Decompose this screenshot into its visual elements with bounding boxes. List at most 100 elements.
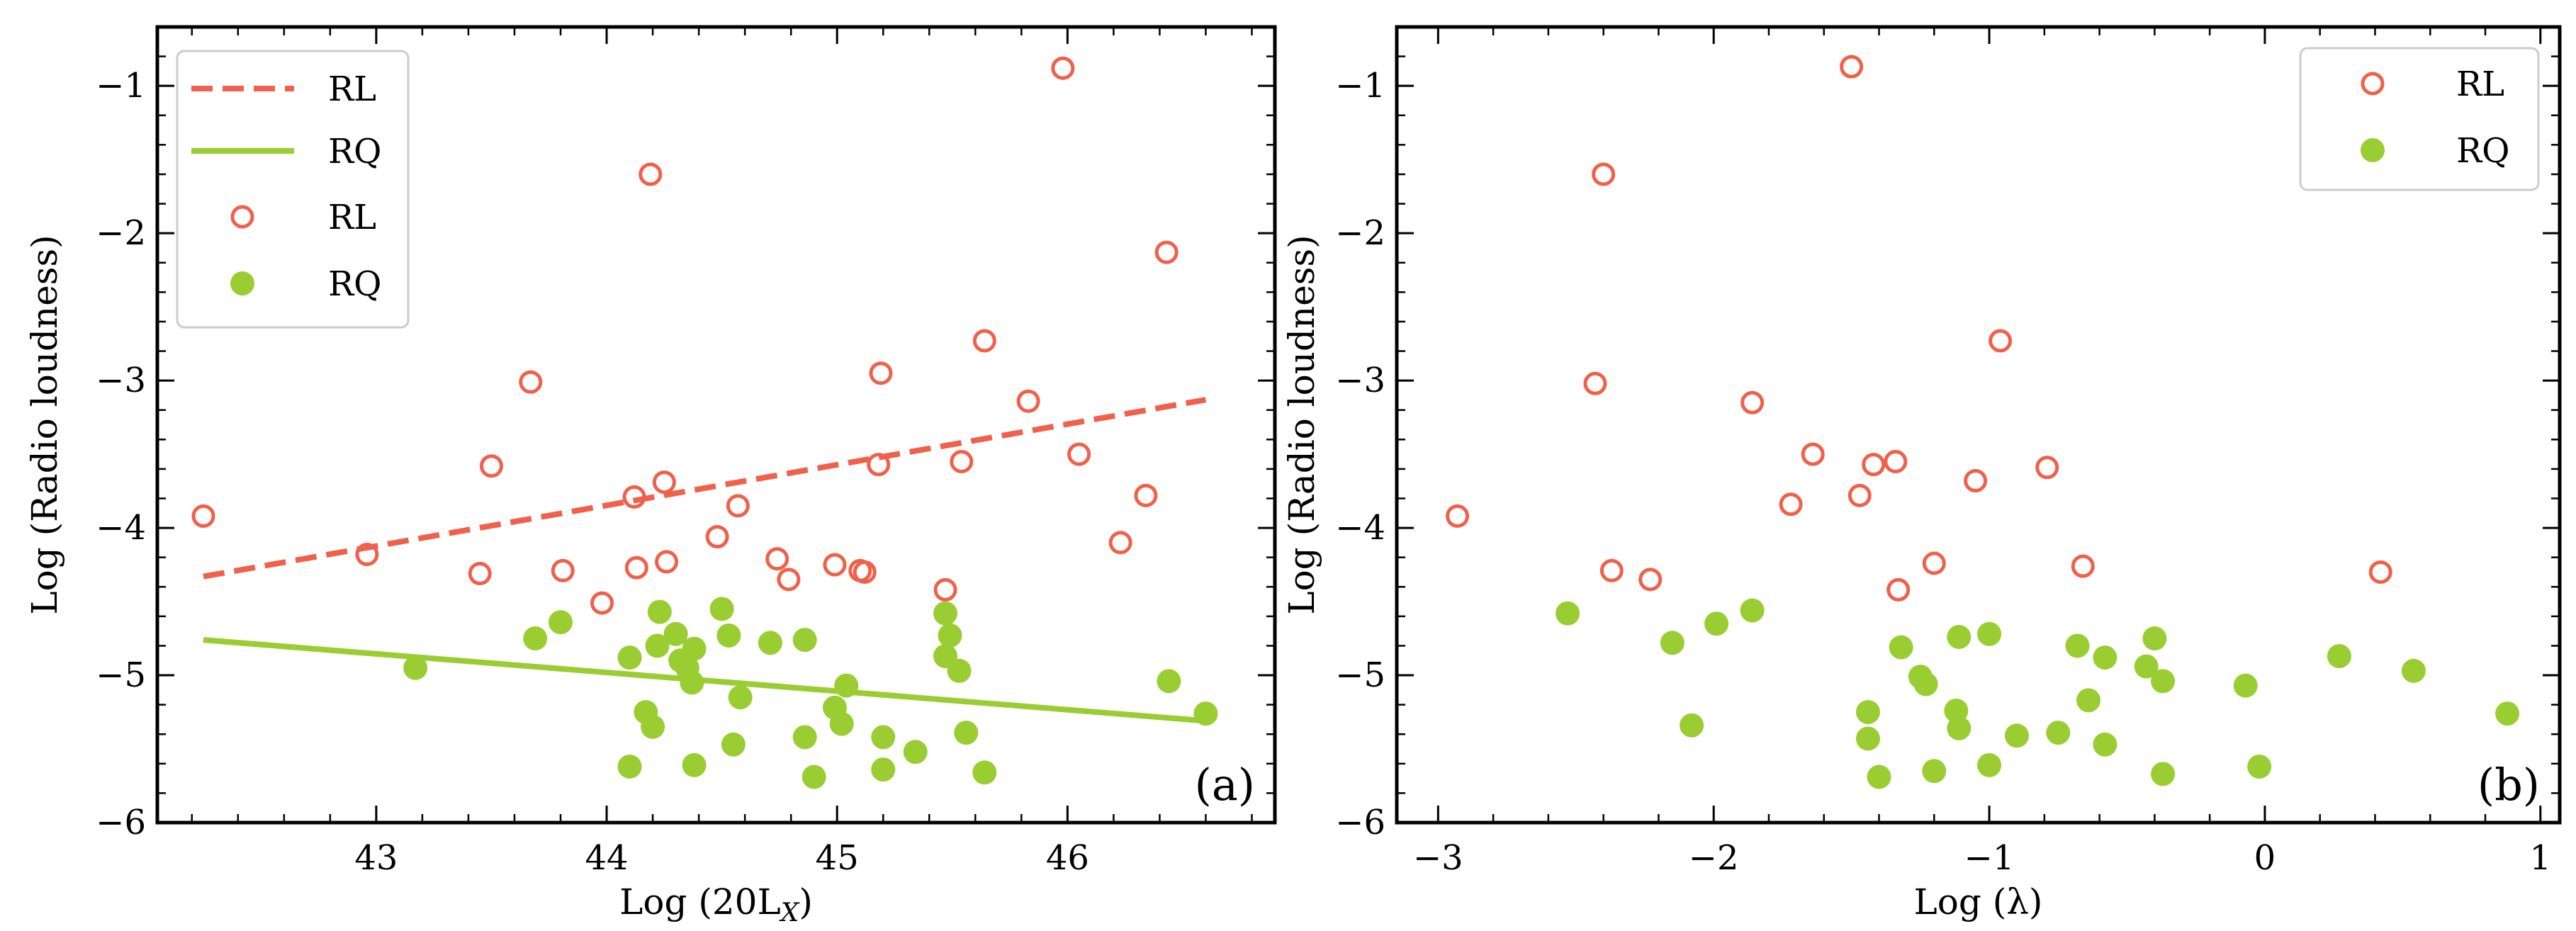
y-tick-label: −5 [96, 655, 146, 695]
rq-point [871, 757, 896, 782]
y-tick-label: −5 [1335, 655, 1385, 695]
x-tick-label: 44 [585, 838, 629, 878]
rl-point [1446, 504, 1470, 528]
y-axis-title: Log (Radio loudness) [24, 235, 65, 614]
rl-point [1154, 240, 1179, 264]
rl-point [479, 454, 503, 478]
rq-point [2151, 669, 2176, 694]
x-axis-title-subscript: X [779, 898, 800, 927]
legend-label: RL [2456, 64, 2504, 104]
rq-point [1947, 716, 1972, 740]
rq-point [954, 721, 979, 745]
rl-point [2368, 560, 2392, 584]
panel-label: (b) [2477, 759, 2540, 811]
rq-point [709, 597, 734, 621]
rl-point [1108, 531, 1132, 555]
rq-point [728, 685, 753, 710]
y-axis-title: Log (Radio loudness) [1281, 235, 1322, 614]
rq-point [871, 725, 896, 750]
rl-point [468, 562, 492, 586]
rq-point [1889, 635, 1913, 660]
rq-point [2327, 644, 2351, 669]
rl-point [639, 162, 663, 186]
rq-point [2134, 654, 2159, 679]
rq-point [523, 626, 548, 651]
rl-point [867, 453, 891, 477]
rq-point [721, 732, 746, 757]
rl-point [823, 553, 847, 577]
rq-point [1944, 698, 1969, 723]
y-tick-label: −4 [1335, 508, 1385, 548]
rq-point [1556, 601, 1580, 626]
x-axis-title: Log (20LX) [619, 881, 813, 927]
rq-point [617, 754, 642, 779]
rq-point [947, 658, 972, 683]
legend-rq-marker [230, 271, 254, 295]
rq-point [645, 633, 670, 658]
rl-point [551, 558, 575, 582]
rl-point [1847, 483, 1872, 507]
rl-fit-line [203, 397, 1207, 580]
rl-point [950, 449, 974, 473]
rq-point [1855, 700, 1880, 725]
rq-point [933, 601, 958, 626]
rq-series [403, 597, 1218, 789]
legend-label: RQ [328, 264, 382, 304]
legend: RL RQ RL RQ [176, 50, 410, 329]
rl-point [1840, 55, 1864, 79]
rl-point [705, 525, 729, 549]
rl-point [624, 555, 648, 580]
rq-point [758, 631, 782, 655]
rq-point [2142, 626, 2167, 651]
y-tick-label: −3 [1335, 361, 1385, 400]
x-tick-label: 0 [2254, 838, 2276, 878]
rq-point [2076, 688, 2101, 713]
rq-point [1680, 713, 1704, 738]
plot-frame [155, 25, 1277, 825]
x-axis-title: Log (λ) [1914, 881, 2043, 922]
x-tick-label: 43 [354, 838, 398, 878]
rq-point [1867, 764, 1891, 789]
rl-point [726, 494, 750, 518]
rq-point [2004, 723, 2029, 748]
rq-point [1193, 701, 1218, 726]
rl-point [1599, 558, 1624, 582]
rl-point [1862, 453, 1886, 477]
legend-label: RQ [328, 132, 382, 171]
rq-point [903, 740, 928, 764]
rq-point [2093, 732, 2117, 757]
y-tick-label: −4 [96, 508, 146, 548]
rq-point [682, 752, 707, 777]
rl-point [1067, 442, 1091, 466]
rq-point [1855, 726, 1880, 751]
legend-label: RQ [2456, 131, 2510, 171]
rl-point [1886, 577, 1911, 602]
rl-point [1779, 492, 1803, 517]
rq-point [1977, 621, 2002, 646]
legend-label: RL [328, 69, 376, 109]
rq-point [617, 645, 642, 670]
rl-point [519, 370, 543, 394]
rq-point [2495, 701, 2520, 726]
rl-point [853, 560, 877, 584]
rl-point [2035, 456, 2059, 480]
rl-point [765, 547, 789, 571]
y-tick-label: −6 [96, 803, 146, 842]
rl-point [191, 504, 215, 528]
legend-rl-marker [230, 205, 254, 229]
rq-fit-line [203, 637, 1206, 724]
legend: RL RQ [2299, 47, 2540, 191]
panel-label: (a) [1195, 759, 1255, 811]
rl-point [1016, 389, 1040, 413]
rl-series [1446, 55, 2392, 602]
rl-point [869, 361, 893, 385]
rl-point [777, 568, 801, 592]
x-tick-label: 45 [816, 838, 859, 878]
x-tick-label: 46 [1046, 838, 1089, 878]
rq-point [663, 621, 688, 646]
rl-point [652, 470, 676, 495]
legend-rl-marker [2361, 72, 2385, 96]
rq-point [1704, 611, 1729, 636]
rq-point [938, 623, 962, 648]
rq-point [716, 623, 741, 648]
